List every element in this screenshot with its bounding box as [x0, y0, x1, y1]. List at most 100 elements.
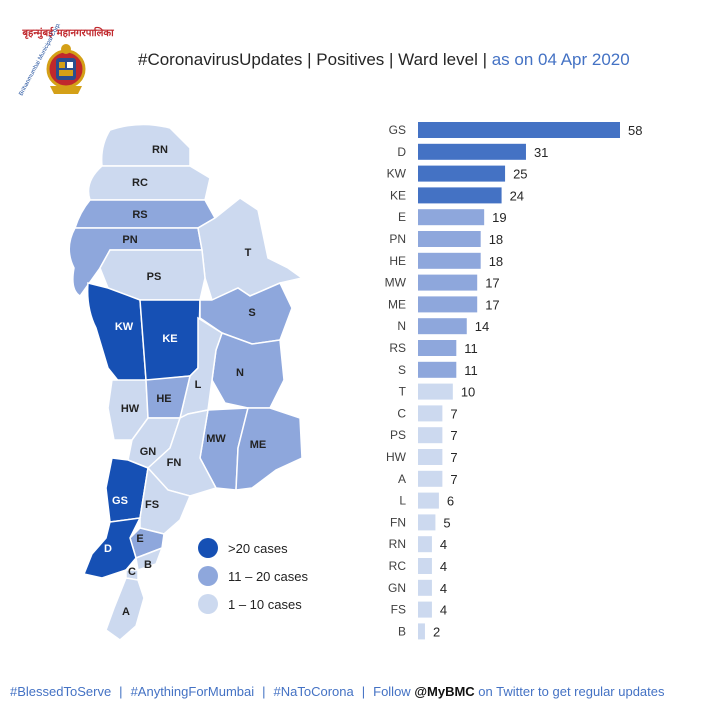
category-label-hw: HW	[386, 450, 407, 464]
value-label-fn: 5	[443, 515, 450, 530]
legend-item-high: >20 cases	[198, 534, 308, 562]
ward-label-e: E	[136, 533, 143, 545]
ward-rn	[100, 123, 191, 167]
ward-label-a: A	[122, 606, 130, 618]
value-label-gn: 4	[440, 581, 447, 596]
category-label-gs: GS	[389, 123, 406, 137]
value-label-rn: 4	[440, 537, 447, 552]
category-label-fn: FN	[390, 515, 406, 529]
ward-label-me: ME	[250, 439, 267, 451]
bmc-logo: बृहन्मुंबई महानगरपालिका Brihanmumbai Mun…	[14, 7, 118, 104]
ward-label-n: N	[236, 367, 244, 379]
bar-hw	[418, 449, 443, 465]
ward-label-rn: RN	[152, 144, 168, 156]
ward-pn	[68, 227, 203, 297]
category-label-pn: PN	[389, 232, 406, 246]
ward-label-gn: GN	[140, 446, 157, 458]
ward-label-he: HE	[156, 393, 171, 405]
value-label-b: 2	[433, 624, 440, 639]
title-text: #CoronavirusUpdates | Positives | Ward l…	[138, 50, 487, 69]
category-label-b: B	[398, 624, 406, 638]
footer-tag-blessed: #BlessedToServe	[10, 684, 112, 699]
value-label-mw: 17	[485, 276, 499, 291]
ward-label-gs: GS	[112, 495, 128, 507]
ward-label-s: S	[248, 307, 255, 319]
legend: >20 cases 11 – 20 cases 1 – 10 cases	[198, 534, 308, 618]
legend-swatch-mid	[198, 566, 218, 586]
ward-label-c: C	[128, 566, 136, 578]
category-label-kw: KW	[387, 167, 407, 181]
legend-label-high: >20 cases	[228, 540, 288, 556]
category-label-he: HE	[389, 254, 406, 268]
ward-me	[235, 407, 303, 491]
bar-rs	[418, 340, 457, 356]
value-label-pn: 18	[489, 232, 503, 247]
bar-s	[418, 361, 457, 378]
bar-gs	[418, 122, 620, 138]
value-label-c: 7	[450, 406, 457, 421]
ward-label-pn: PN	[122, 234, 137, 246]
ward-label-b: B	[144, 559, 152, 571]
ward-a	[105, 577, 145, 641]
footer-tag-anything: #AnythingForMumbai	[130, 684, 255, 699]
legend-item-mid: 11 – 20 cases	[198, 562, 308, 590]
ward-label-hw: HW	[121, 403, 140, 415]
bar-l	[418, 492, 439, 509]
ward-d	[82, 517, 142, 579]
bar-d	[418, 143, 526, 160]
ward-fn	[146, 409, 218, 497]
bar-pn	[418, 231, 481, 247]
footer-handle[interactable]: @MyBMC	[414, 684, 475, 699]
ward-map: RN RC RS PN T PS KW KE S N L HW HE MW ME…	[68, 123, 304, 641]
category-label-s: S	[398, 363, 406, 377]
bar-fn	[418, 514, 436, 531]
category-label-d: D	[397, 145, 406, 159]
bar-e	[418, 209, 485, 226]
category-label-gn: GN	[388, 581, 406, 595]
ward-label-rs: RS	[132, 209, 147, 221]
category-label-l: L	[399, 494, 406, 508]
value-label-me: 17	[485, 297, 499, 312]
bar-rn	[418, 536, 432, 553]
value-label-ke: 24	[510, 188, 524, 203]
bar-he	[418, 252, 481, 269]
ward-label-kw: KW	[115, 321, 134, 333]
bar-a	[418, 470, 443, 487]
bar-rc	[418, 558, 432, 574]
value-label-d: 31	[534, 145, 548, 160]
value-label-he: 18	[489, 254, 503, 269]
ward-label-mw: MW	[206, 433, 226, 445]
ward-label-ps: PS	[147, 271, 162, 283]
bar-gn	[418, 579, 432, 596]
value-label-gs: 58	[628, 123, 642, 138]
value-label-ps: 7	[450, 428, 457, 443]
legend-item-low: 1 – 10 cases	[198, 590, 308, 618]
footer: #BlessedToServe | #AnythingForMumbai | #NaTo…	[10, 684, 665, 699]
bar-kw	[418, 165, 506, 182]
bar-ps	[418, 427, 443, 444]
legend-label-low: 1 – 10 cases	[228, 596, 302, 612]
title-date: as on 04 Apr 2020	[491, 50, 630, 69]
value-label-n: 14	[475, 319, 489, 334]
bar-t	[418, 383, 453, 400]
category-label-c: C	[397, 406, 406, 420]
category-label-rc: RC	[389, 559, 407, 573]
ward-label-ke: KE	[162, 333, 177, 345]
ward-label-fs: FS	[145, 499, 159, 511]
category-label-e: E	[398, 210, 406, 224]
legend-swatch-low	[198, 594, 218, 614]
value-label-rc: 4	[440, 559, 447, 574]
value-label-fs: 4	[440, 603, 447, 618]
bar-mw	[418, 274, 478, 291]
ward-label-d: D	[104, 543, 112, 555]
category-label-rn: RN	[389, 537, 406, 551]
category-label-a: A	[398, 472, 406, 486]
category-label-me: ME	[388, 297, 406, 311]
value-label-s: 11	[464, 363, 478, 378]
ward-label-t: T	[245, 247, 252, 259]
legend-swatch-high	[198, 538, 218, 558]
category-label-mw: MW	[385, 276, 407, 290]
ward-b	[135, 546, 164, 571]
bar-n	[418, 318, 467, 335]
ward-label-fn: FN	[167, 457, 182, 469]
